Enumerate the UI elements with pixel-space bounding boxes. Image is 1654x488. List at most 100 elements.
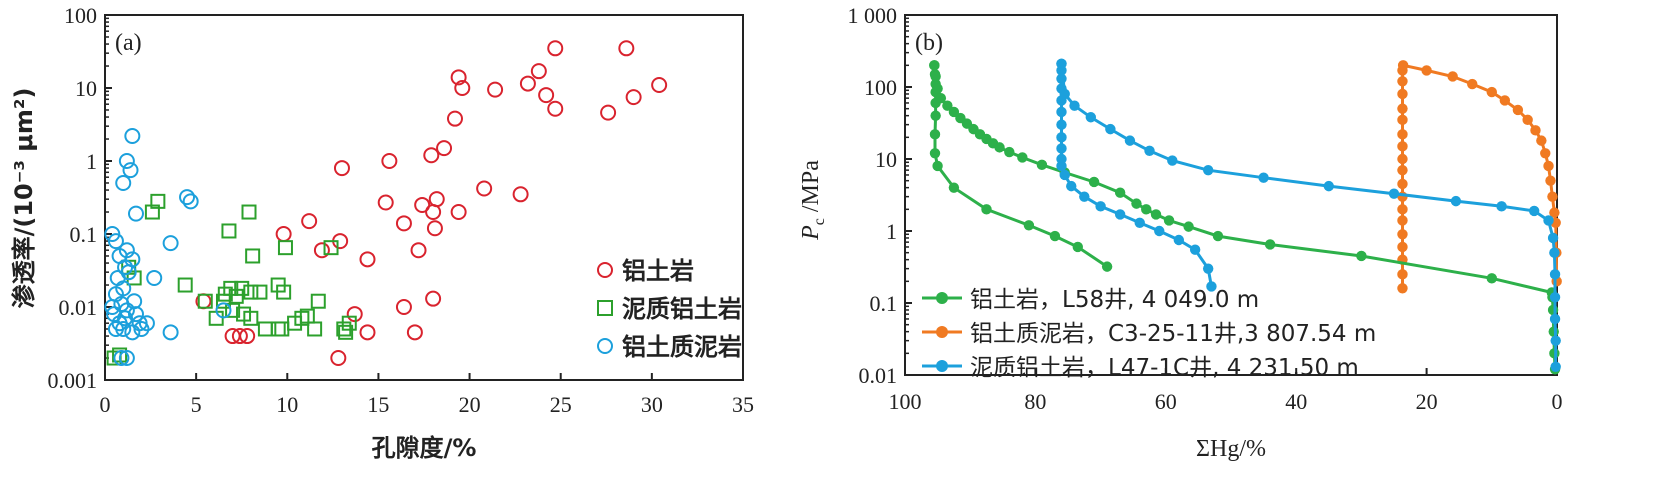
- panel-b-data-point: [1397, 229, 1408, 240]
- panel-b-data-point: [1154, 225, 1165, 237]
- panel-b-data-point: [1356, 250, 1367, 262]
- panel-b-data-point: [1114, 209, 1126, 220]
- panel-b-series-line: [1401, 63, 1559, 289]
- panel-b-data-point: [1543, 215, 1554, 226]
- panel-a-data-point: [127, 205, 144, 222]
- panel-b-data-point: [1397, 178, 1408, 190]
- panel-b-data-point: [1547, 304, 1559, 316]
- panel-a-data-point: [162, 235, 179, 252]
- panel-b-data-point: [1056, 160, 1067, 172]
- panel-a-data-point: [651, 76, 668, 93]
- panel-b-data-point: [1550, 361, 1561, 372]
- panel-a-data-point: [126, 270, 142, 286]
- panel-b-data-point: [1397, 283, 1408, 294]
- panel-a-data-point: [106, 306, 123, 323]
- panel-a-data-point: [117, 310, 134, 327]
- panel-b-data-point: [1397, 164, 1408, 176]
- panel-b-data-point: [1141, 204, 1152, 215]
- panel-b-data-point: [1397, 129, 1408, 140]
- panel-b-data-point: [1023, 220, 1035, 231]
- panel-b-data-point: [1173, 234, 1185, 246]
- panel-a-data-point: [118, 242, 135, 259]
- panel-b-legend-label: 铝土质泥岩，C3-25-11井,3 807.54 m: [970, 321, 1376, 347]
- panel-b-data-point: [1101, 261, 1113, 272]
- panel-a-data-point: [359, 251, 376, 268]
- panel-b-data-point: [1388, 188, 1400, 199]
- panel-b-data-point: [1202, 263, 1214, 274]
- panel-b-data-point: [930, 71, 941, 82]
- panel-a-legend-label: 铝土岩: [622, 257, 694, 285]
- panel-b-y-tick-label: 0.1: [870, 291, 898, 316]
- panel-a-y-tick-label: 0.1: [70, 222, 98, 247]
- panel-a-data-point: [118, 350, 135, 367]
- panel-b-data-point: [1547, 232, 1559, 244]
- panel-a-data-point: [225, 302, 241, 318]
- panel-b-data-point: [948, 106, 960, 118]
- panel-a-y-tick-label: 0.01: [59, 295, 98, 320]
- panel-a-data-point: [406, 324, 423, 341]
- panel-b-data-point: [1549, 207, 1560, 218]
- panel-b-series: [929, 58, 1562, 375]
- panel-b-data-point: [1549, 313, 1561, 325]
- panel-b-data-point: [1450, 195, 1462, 207]
- panel-a-data-point: [215, 293, 231, 309]
- panel-b-data-point: [1540, 148, 1551, 159]
- panel-a-data-point: [330, 350, 347, 367]
- panel-b-data-point: [1056, 58, 1067, 70]
- panel-a-data-point: [428, 191, 445, 208]
- panel-a-data-point: [476, 180, 493, 197]
- panel-a-data-point: [179, 189, 196, 206]
- panel-a-data-point: [423, 147, 440, 164]
- panel-a-data-point: [275, 226, 292, 242]
- panel-b-data-point: [1124, 135, 1136, 146]
- panel-a-data-point: [625, 89, 642, 106]
- panel-b-data-point: [1421, 65, 1432, 76]
- panel-b-y-tick-label: 0.01: [859, 363, 898, 388]
- panel-a-data-point: [410, 242, 427, 259]
- panel-b-label: (b): [915, 30, 943, 56]
- panel-a-data-point: [144, 204, 160, 220]
- panel-b-data-point: [1550, 335, 1561, 346]
- panel-a-data-point: [177, 277, 193, 293]
- panel-a-legend-label: 铝土质泥岩: [622, 333, 742, 361]
- panel-b-data-point: [1056, 143, 1067, 154]
- panel-b-data-point: [1079, 191, 1090, 202]
- panel-b-legend-marker: [936, 326, 948, 338]
- panel-b-data-point: [1522, 114, 1533, 126]
- panel-a-data-point: [381, 153, 398, 169]
- panel-b-data-point: [1059, 88, 1070, 100]
- panel-b-legend-marker: [936, 292, 948, 304]
- panel-a-data-point: [243, 284, 259, 300]
- panel-b-data-point: [1496, 201, 1507, 212]
- panel-b-data-point: [1397, 153, 1408, 165]
- panel-b-x-tick-label: 80: [1024, 389, 1046, 414]
- panel-b-data-point: [930, 110, 941, 121]
- panel-b-data-point: [1202, 164, 1214, 176]
- panel-b-x-tick-label: 40: [1285, 389, 1307, 414]
- panel-a-data-point: [124, 324, 141, 341]
- panel-a-data-point: [150, 193, 166, 209]
- panel-a-data-point: [307, 321, 323, 337]
- panel-b-data-point: [1397, 88, 1408, 100]
- panel-b-data-point: [1397, 60, 1409, 71]
- panel-b-data-point: [1212, 230, 1224, 242]
- panel-b-data-point: [1549, 247, 1560, 258]
- panel-b-data-point: [1536, 135, 1547, 146]
- panel-b-data-point: [1163, 215, 1175, 226]
- panel-a-data-point: [426, 220, 443, 237]
- panel-a-data-point: [450, 204, 467, 221]
- panel-a-data-point: [104, 299, 121, 315]
- panel-a-legend-marker: [597, 262, 613, 278]
- panel-b-data-point: [1066, 180, 1077, 192]
- panel-b-x-tick-label: 0: [1552, 389, 1563, 414]
- panel-b-data-point: [1548, 326, 1559, 337]
- panel-a-x-tick-label: 30: [641, 392, 663, 417]
- panel-a-y-ticks: 0.001 0.01 0.1 1 10 100: [48, 3, 112, 393]
- panel-b-y-tick-label: 10: [875, 147, 897, 172]
- panel-a-data-point: [395, 299, 412, 315]
- panel-b-data-point: [1183, 221, 1194, 232]
- panel-a-data-point: [519, 75, 536, 92]
- panel-b-data-point: [1036, 159, 1048, 171]
- panel-a-data-point: [395, 215, 412, 232]
- panel-a-y-tick-label: 0.001: [48, 368, 98, 393]
